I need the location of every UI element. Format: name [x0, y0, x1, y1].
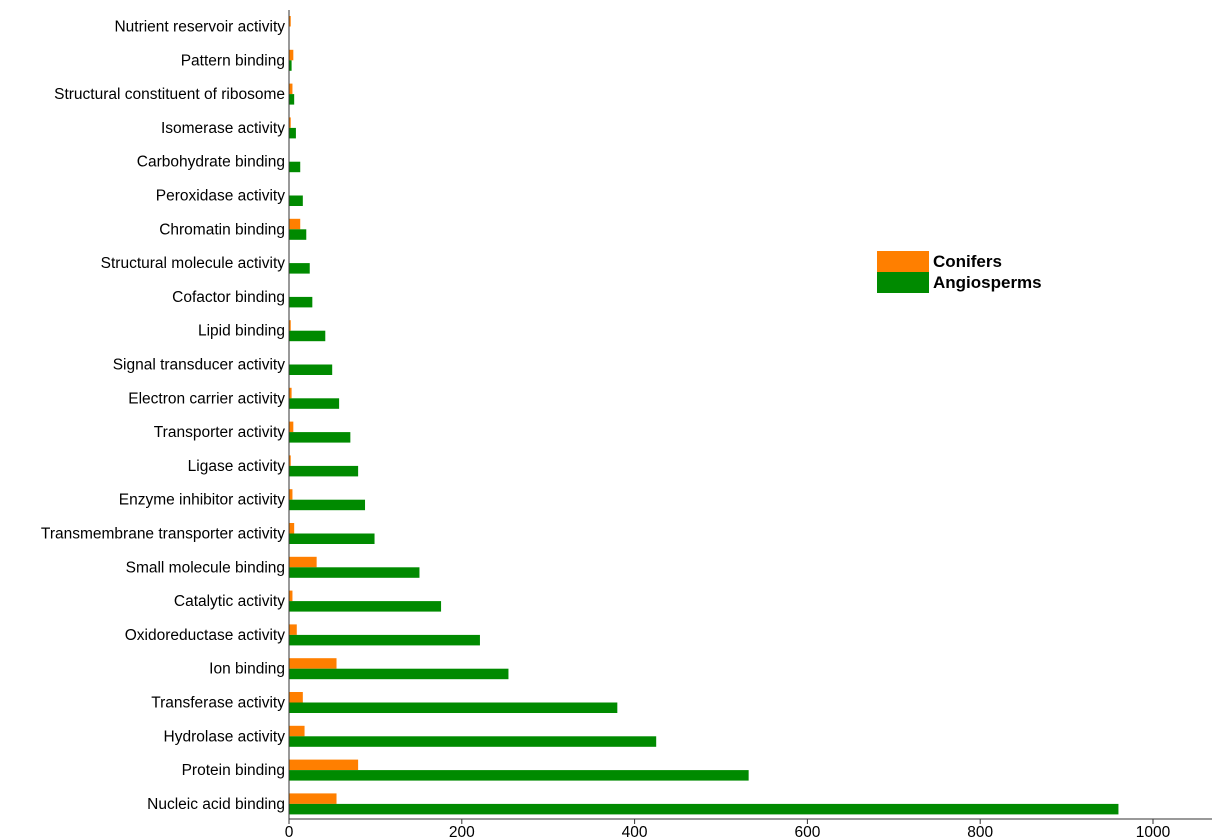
bar-angiosperms-structural-molecule-activity: [289, 263, 310, 274]
bar-angiosperms-peroxidase-activity: [289, 195, 303, 206]
bar-angiosperms-isomerase-activity: [289, 127, 296, 139]
category-label: Structural constituent of ribosome: [54, 86, 285, 103]
bar-angiosperms-ligase-activity: [289, 465, 359, 477]
x-axis-ticks: 0 200 400 600 800 1000: [285, 819, 1171, 839]
bar-conifers-ligase-activity: [289, 455, 291, 466]
bar-angiosperms-nucleic-acid-binding: [289, 803, 1119, 815]
x-tick-label: 1000: [1136, 824, 1171, 839]
category-label: Signal transducer activity: [113, 357, 286, 374]
bar-conifers-small-molecule-binding: [289, 556, 317, 568]
bar-conifers-protein-binding: [289, 759, 359, 771]
bar-conifers-chromatin-binding: [289, 218, 301, 230]
legend: Conifers Angiosperms: [877, 251, 1042, 293]
category-label: Electron carrier activity: [128, 390, 285, 407]
category-label: Nutrient reservoir activity: [114, 19, 285, 36]
bar-conifers-enzyme-inhibitor-activity: [289, 489, 293, 500]
category-label: Pattern binding: [181, 52, 285, 69]
bar-conifers-electron-carrier-activity: [289, 387, 292, 399]
x-tick-label: 800: [967, 824, 993, 839]
category-label: Nucleic acid binding: [147, 796, 285, 813]
bar-angiosperms-structural-constituent-of-ribosome: [289, 94, 295, 105]
bar-angiosperms-small-molecule-binding: [289, 567, 420, 578]
category-label: Structural molecule activity: [101, 255, 286, 272]
bar-angiosperms-cofactor-binding: [289, 296, 313, 308]
x-tick-label: 400: [622, 824, 648, 839]
legend-label-conifers: Conifers: [933, 252, 1002, 271]
bar-conifers-oxidoreductase-activity: [289, 624, 297, 635]
category-labels: Nutrient reservoir activity Pattern bindi…: [41, 19, 285, 813]
bar-conifers-ion-binding: [289, 658, 337, 669]
category-label: Chromatin binding: [159, 221, 285, 238]
bar-angiosperms-pattern-binding: [289, 60, 292, 71]
category-label: Oxidoreductase activity: [125, 627, 285, 644]
category-label: Hydrolase activity: [164, 728, 286, 745]
bar-angiosperms-hydrolase-activity: [289, 736, 657, 747]
bar-conifers-nucleic-acid-binding: [289, 793, 337, 804]
category-label: Catalytic activity: [174, 593, 285, 610]
bar-angiosperms-protein-binding: [289, 770, 749, 781]
category-label: Enzyme inhibitor activity: [119, 492, 286, 509]
x-tick-label: 200: [449, 824, 475, 839]
category-label: Ion binding: [209, 661, 285, 678]
bar-angiosperms-lipid-binding: [289, 330, 326, 342]
bar-conifers-lipid-binding: [289, 320, 291, 331]
bar-conifers-isomerase-activity: [289, 117, 291, 128]
bar-conifers-catalytic-activity: [289, 590, 293, 602]
bar-conifers-transferase-activity: [289, 692, 303, 703]
category-label: Carbohydrate binding: [137, 154, 285, 171]
category-label: Cofactor binding: [172, 289, 285, 306]
category-label: Protein binding: [182, 762, 285, 779]
bar-angiosperms-electron-carrier-activity: [289, 398, 340, 409]
category-label: Transmembrane transporter activity: [41, 526, 285, 543]
bar-conifers-transporter-activity: [289, 421, 294, 433]
category-label: Isomerase activity: [161, 120, 285, 137]
bar-conifers-nutrient-reservoir-activity: [289, 16, 291, 27]
bar-angiosperms-transporter-activity: [289, 432, 351, 443]
bar-conifers-transmembrane-transporter-activity: [289, 523, 295, 534]
category-label: Peroxidase activity: [156, 188, 285, 205]
category-label: Transporter activity: [154, 424, 285, 441]
bar-angiosperms-transmembrane-transporter-activity: [289, 533, 375, 544]
bar-angiosperms-transferase-activity: [289, 702, 618, 713]
bar-angiosperms-catalytic-activity: [289, 601, 442, 612]
category-label: Lipid binding: [198, 323, 285, 340]
legend-label-angiosperms: Angiosperms: [933, 273, 1042, 292]
bar-conifers-pattern-binding: [289, 49, 294, 61]
legend-swatch-angiosperms: [877, 272, 929, 293]
bar-angiosperms-oxidoreductase-activity: [289, 634, 480, 646]
legend-swatch-conifers: [877, 251, 929, 272]
bar-angiosperms-ion-binding: [289, 668, 509, 680]
category-label: Transferase activity: [151, 695, 285, 712]
bar-angiosperms-carbohydrate-binding: [289, 161, 301, 173]
bar-angiosperms-signal-transducer-activity: [289, 364, 333, 375]
x-tick-label: 0: [285, 824, 294, 839]
bar-conifers-hydrolase-activity: [289, 725, 305, 737]
category-label: Small molecule binding: [126, 559, 285, 576]
bars: [289, 16, 1119, 815]
x-tick-label: 600: [794, 824, 820, 839]
bar-angiosperms-enzyme-inhibitor-activity: [289, 499, 366, 511]
bar-angiosperms-chromatin-binding: [289, 229, 307, 240]
bar-conifers-structural-constituent-of-ribosome: [289, 83, 293, 95]
category-label: Ligase activity: [188, 458, 286, 475]
